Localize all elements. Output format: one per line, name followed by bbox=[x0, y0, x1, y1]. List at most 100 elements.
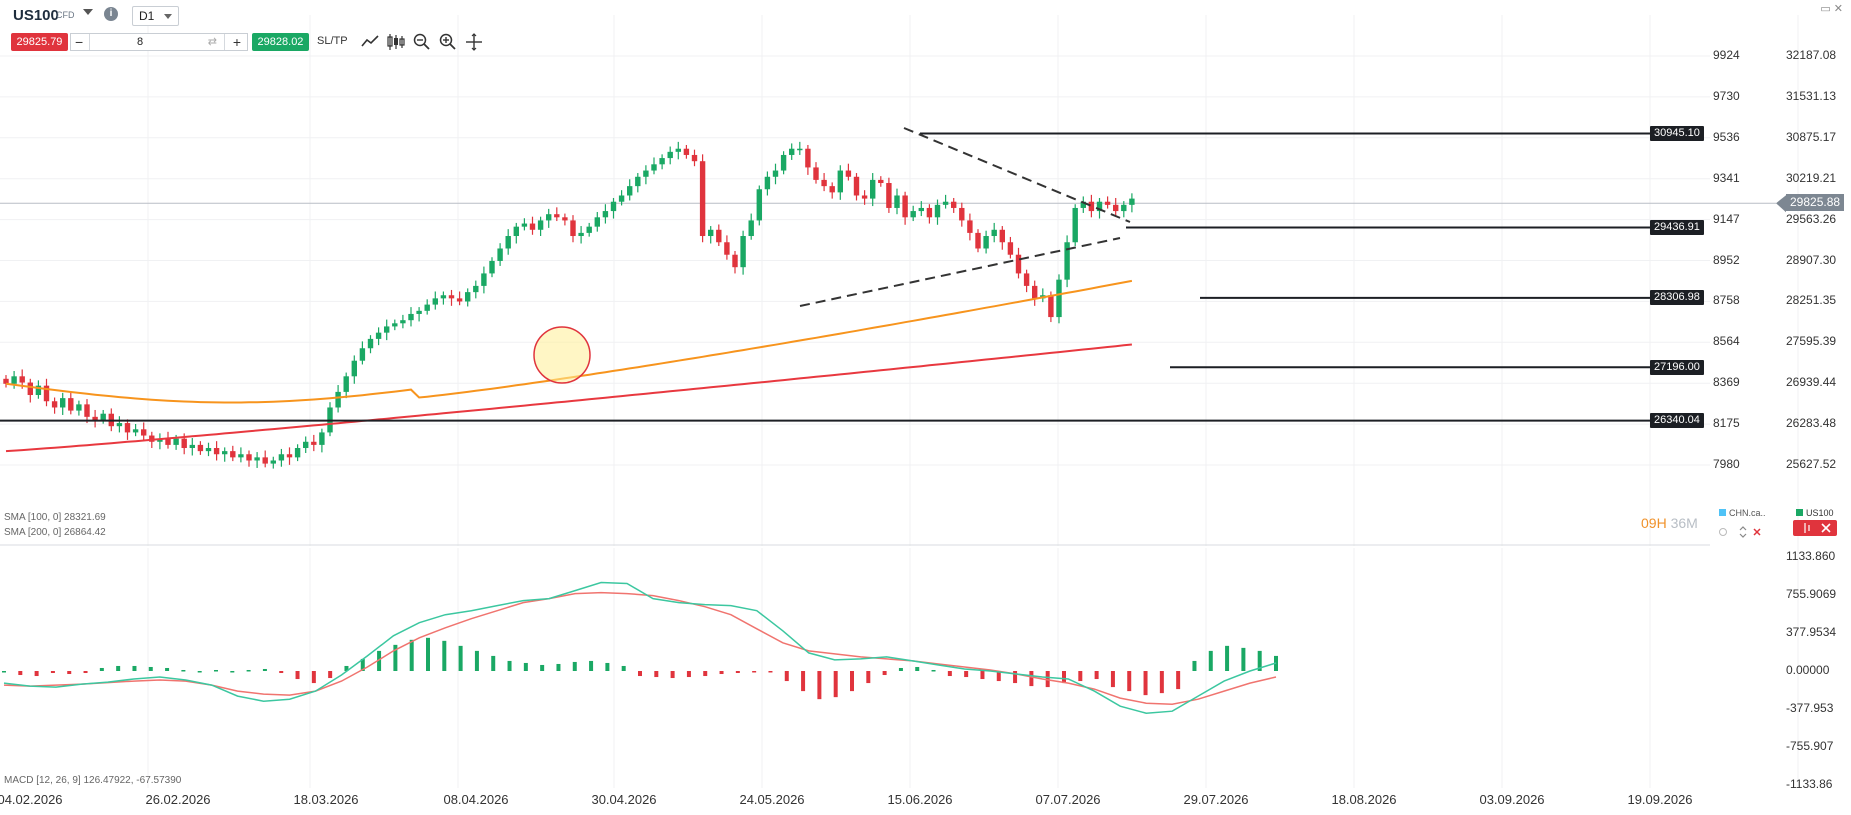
macd-bar-down bbox=[1110, 671, 1115, 688]
legend-chn[interactable]: CHN.ca.. bbox=[1719, 508, 1766, 518]
macd-line bbox=[3, 581, 1277, 714]
buy-button[interactable]: 29828.02 bbox=[252, 33, 309, 51]
macd-bar-up bbox=[589, 660, 594, 671]
macd-bar-down bbox=[768, 671, 773, 673]
macd-bar-down bbox=[1013, 671, 1018, 684]
candle-up bbox=[116, 423, 123, 427]
symbol-type-label: CFD bbox=[56, 10, 75, 20]
candle-down bbox=[149, 435, 155, 442]
macd-bar-up bbox=[507, 660, 512, 671]
candle-up bbox=[1072, 207, 1078, 243]
us100-series-controls[interactable] bbox=[1793, 520, 1837, 536]
macd-bar-up bbox=[1241, 647, 1246, 671]
candle-up bbox=[392, 323, 398, 327]
swap-icon[interactable]: ⇄ bbox=[207, 36, 217, 48]
date-axis-label: 18.03.2026 bbox=[293, 792, 359, 807]
candle-up bbox=[772, 170, 779, 177]
candle-up bbox=[351, 360, 357, 377]
candle-down bbox=[853, 176, 860, 196]
date-axis-label: 29.07.2026 bbox=[1183, 792, 1249, 807]
candle-up bbox=[294, 448, 301, 458]
candle-up bbox=[780, 154, 787, 171]
macd-bar-up bbox=[458, 645, 463, 671]
macd-bar-down bbox=[1062, 671, 1066, 684]
candle-down bbox=[845, 170, 852, 177]
macd-bar-up bbox=[1225, 645, 1230, 671]
sl-tp-button[interactable]: SL/TP bbox=[317, 35, 348, 47]
symbol-dropdown-icon[interactable] bbox=[83, 9, 93, 15]
macd-bar-up bbox=[181, 669, 186, 672]
window-controls[interactable]: ▭ ✕ bbox=[1820, 3, 1843, 15]
pane-clip bbox=[0, 546, 1710, 548]
sell-button[interactable]: 29825.79 bbox=[11, 33, 68, 51]
zoom-out-icon[interactable] bbox=[412, 32, 432, 52]
macd-bar-up bbox=[393, 644, 398, 671]
symbol-name[interactable]: US100 bbox=[13, 7, 59, 24]
candle-up bbox=[789, 148, 795, 155]
candle-up bbox=[60, 398, 66, 408]
candle-up bbox=[375, 332, 382, 339]
macd-bar-up bbox=[377, 650, 382, 671]
zoom-in-icon[interactable] bbox=[438, 32, 458, 52]
price-axis-label-right: 26939.44 bbox=[1786, 375, 1837, 390]
price-axis-label-left: 9147 bbox=[1713, 211, 1740, 226]
candle-down bbox=[999, 229, 1005, 243]
macd-bar-up bbox=[523, 662, 528, 671]
date-axis-label: 18.08.2026 bbox=[1331, 792, 1397, 807]
crosshair-icon[interactable] bbox=[464, 32, 484, 52]
line-chart-icon[interactable] bbox=[360, 32, 380, 52]
price-axis-label-left: 8564 bbox=[1713, 334, 1740, 349]
candle-down bbox=[43, 385, 50, 402]
macd-bar-down bbox=[735, 671, 740, 674]
price-axis-label-left: 8758 bbox=[1713, 293, 1740, 308]
candle-up bbox=[319, 432, 325, 445]
macd-axis-label: 755.9069 bbox=[1786, 587, 1837, 601]
candle-down bbox=[181, 438, 187, 449]
macd-label: MACD [12, 26, 9] 126.47922, -67.57390 bbox=[4, 775, 182, 786]
macd-bar-down bbox=[833, 671, 838, 698]
candle-up bbox=[756, 189, 762, 221]
macd-bar-up bbox=[474, 650, 479, 671]
candle-up bbox=[400, 320, 406, 324]
macd-bar-down bbox=[686, 671, 691, 678]
candle-up bbox=[1056, 279, 1062, 318]
macd-bar-up bbox=[409, 639, 414, 671]
macd-bar-down bbox=[18, 671, 23, 676]
macd-bar-down bbox=[882, 671, 887, 676]
date-axis-label: 26.02.2026 bbox=[145, 792, 211, 807]
macd-axis-label: 377.9534 bbox=[1786, 625, 1837, 639]
macd-bar-down bbox=[817, 671, 822, 700]
macd-bar-down bbox=[1143, 671, 1148, 696]
price-axis-label-right: 32187.08 bbox=[1786, 48, 1837, 62]
candle-down bbox=[27, 382, 33, 396]
increase-quantity-button[interactable]: + bbox=[232, 34, 241, 50]
macd-bar-up bbox=[214, 669, 218, 672]
legend-us100[interactable]: US100 bbox=[1796, 508, 1834, 518]
candle-up bbox=[384, 326, 390, 333]
candle-up bbox=[270, 460, 276, 464]
info-icon[interactable]: i bbox=[104, 7, 118, 21]
timeframe-select[interactable]: D1 bbox=[132, 6, 179, 26]
trendline-upper bbox=[903, 127, 1131, 223]
candle-up bbox=[497, 248, 503, 261]
macd-bar-up bbox=[898, 667, 903, 671]
divider bbox=[224, 34, 225, 50]
macd-axis-label: 1133.860 bbox=[1786, 549, 1836, 563]
candle-up bbox=[537, 220, 544, 230]
candle-down bbox=[732, 254, 738, 268]
quantity-input[interactable]: 8 bbox=[136, 36, 144, 48]
candle-type-icon[interactable] bbox=[386, 32, 406, 52]
price-axis-label-left: 8369 bbox=[1713, 375, 1740, 390]
date-axis-label: 07.07.2026 bbox=[1035, 792, 1101, 807]
macd-bar-down bbox=[1094, 671, 1099, 680]
macd-bar-down bbox=[703, 671, 708, 677]
date-axis-label: 03.09.2026 bbox=[1479, 792, 1545, 807]
sma200-label: SMA [200, 0] 26864.42 bbox=[4, 527, 106, 538]
macd-bar-up bbox=[246, 669, 251, 672]
level-tag: 29436.91 bbox=[1650, 219, 1704, 235]
candle-up bbox=[934, 204, 941, 218]
macd-bar-up bbox=[540, 664, 545, 671]
decrease-quantity-button[interactable]: − bbox=[75, 34, 84, 50]
chn-series-controls[interactable] bbox=[1718, 525, 1763, 539]
